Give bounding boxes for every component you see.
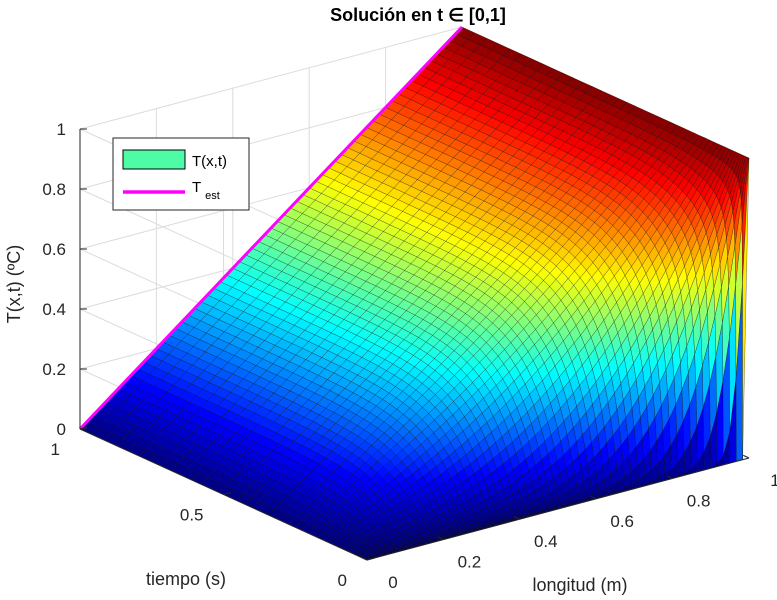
t-tick-mark: [366, 557, 375, 561]
z-axis-label: T(x,t) (ºC): [4, 245, 24, 324]
x-tick-mark: [513, 516, 521, 520]
t-tick-label: 0: [338, 571, 347, 590]
z-tick-label: 0: [57, 420, 66, 439]
x-axis-label: longitud (m): [532, 575, 627, 595]
grid-z-back: [79, 26, 463, 130]
z-tick-label: 1: [57, 120, 66, 139]
x-tick-mark: [743, 454, 750, 459]
t-tick-mark: [223, 491, 232, 495]
surface: [78, 25, 750, 561]
z-tick-label: 0.8: [42, 180, 66, 199]
t-tick-label: 1: [51, 440, 60, 459]
steady-state-line: [78, 25, 464, 431]
z-tick-label: 0.2: [42, 360, 66, 379]
legend-label-steady-sub: est: [205, 190, 220, 202]
x-tick-label: 0: [388, 573, 397, 592]
x-tick-label: 0.6: [610, 512, 634, 531]
legend-label-steady: T est: [192, 179, 220, 202]
x-tick-mark: [437, 536, 444, 541]
surface-patch: [742, 157, 750, 460]
y-axis-label: tiempo (s): [146, 569, 226, 589]
t-tick-label: 0.5: [180, 506, 204, 525]
legend-surface-swatch: [122, 149, 186, 170]
legend-label-surface: T(x,t): [192, 153, 227, 170]
x-tick-mark: [590, 495, 597, 500]
z-tick-label: 0.4: [42, 300, 66, 319]
legend: T(x,t) T est: [112, 137, 250, 211]
x-tick-mark: [666, 475, 673, 479]
x-axis-line: [366, 457, 750, 561]
x-tick-label: 0.4: [534, 532, 558, 551]
legend-box: [112, 137, 250, 211]
chart-title: Solución en t ∈ [0,1]: [330, 5, 506, 25]
x-tick-label: 0.2: [458, 553, 482, 572]
axes: [79, 128, 750, 561]
x-tick-label: 0.8: [687, 491, 711, 510]
legend-label-steady-main: T: [192, 179, 201, 196]
z-tick-label: 0.6: [42, 240, 66, 259]
x-tick-label: 1: [770, 471, 777, 490]
x-tick-mark: [361, 556, 368, 561]
